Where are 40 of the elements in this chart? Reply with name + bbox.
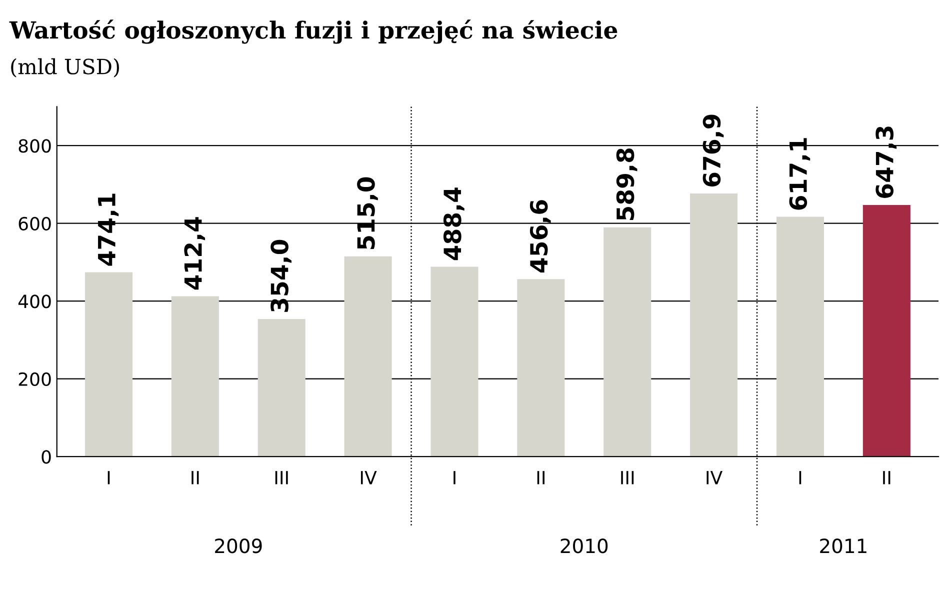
data-label: 589,8 (616, 148, 638, 220)
y-tick-label: 200 (18, 372, 51, 386)
bar (430, 266, 478, 457)
bar (690, 193, 738, 457)
bar (604, 227, 652, 457)
y-tick-label: 400 (18, 294, 51, 308)
x-tick-label: I (454, 471, 456, 484)
text: 2011 (820, 538, 866, 554)
bar (258, 318, 306, 457)
data-label: 474,1 (98, 194, 119, 266)
data-label: 412,4 (184, 217, 206, 290)
text: 2009 (215, 538, 262, 554)
data-label: 647,3 (876, 126, 897, 198)
data-label: 488,4 (443, 188, 464, 260)
data-label: 354,0 (270, 240, 292, 312)
text: 2010 (560, 538, 608, 554)
data-label: 617,1 (789, 138, 810, 210)
y-tick-label: 800 (18, 139, 51, 153)
bar (344, 256, 392, 457)
x-tick-label: IV (360, 471, 377, 484)
data-label: 515,0 (357, 177, 378, 250)
bar (517, 279, 565, 457)
bar (862, 204, 910, 457)
bar (171, 296, 219, 457)
x-tick-label: IV (706, 471, 722, 484)
x-tick-label: III (275, 471, 288, 484)
bar (84, 272, 133, 457)
bar (776, 216, 824, 457)
x-tick-label: II (192, 471, 199, 484)
chart-title: Wartość ogłoszonych fuzji i przejęć na świecie (9, 20, 618, 44)
data-label: 456,6 (530, 200, 551, 272)
chart-subtitle: (mld USD) (11, 58, 119, 78)
data-label: 676,9 (702, 114, 724, 186)
y-tick-label: 600 (18, 216, 51, 230)
y-tick-label: 0 (42, 450, 51, 464)
x-tick-label: II (537, 471, 544, 484)
x-tick-label: I (108, 471, 110, 484)
x-tick-label: III (621, 471, 634, 484)
x-tick-label: II (883, 471, 890, 484)
x-tick-label: I (799, 471, 802, 484)
